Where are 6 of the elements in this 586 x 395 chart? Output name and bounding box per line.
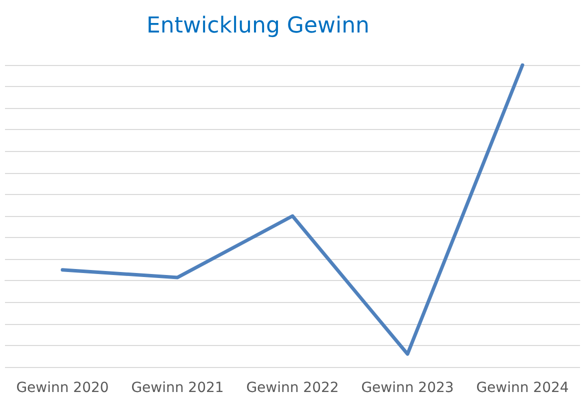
x-tick-label: Gewinn 2021 bbox=[131, 380, 224, 395]
chart-title: Entwicklung Gewinn bbox=[146, 14, 370, 38]
x-tick-label: Gewinn 2020 bbox=[16, 380, 109, 395]
x-tick-label: Gewinn 2024 bbox=[476, 380, 569, 395]
x-tick-label: Gewinn 2023 bbox=[361, 380, 454, 395]
x-tick-label: Gewinn 2022 bbox=[246, 380, 339, 395]
